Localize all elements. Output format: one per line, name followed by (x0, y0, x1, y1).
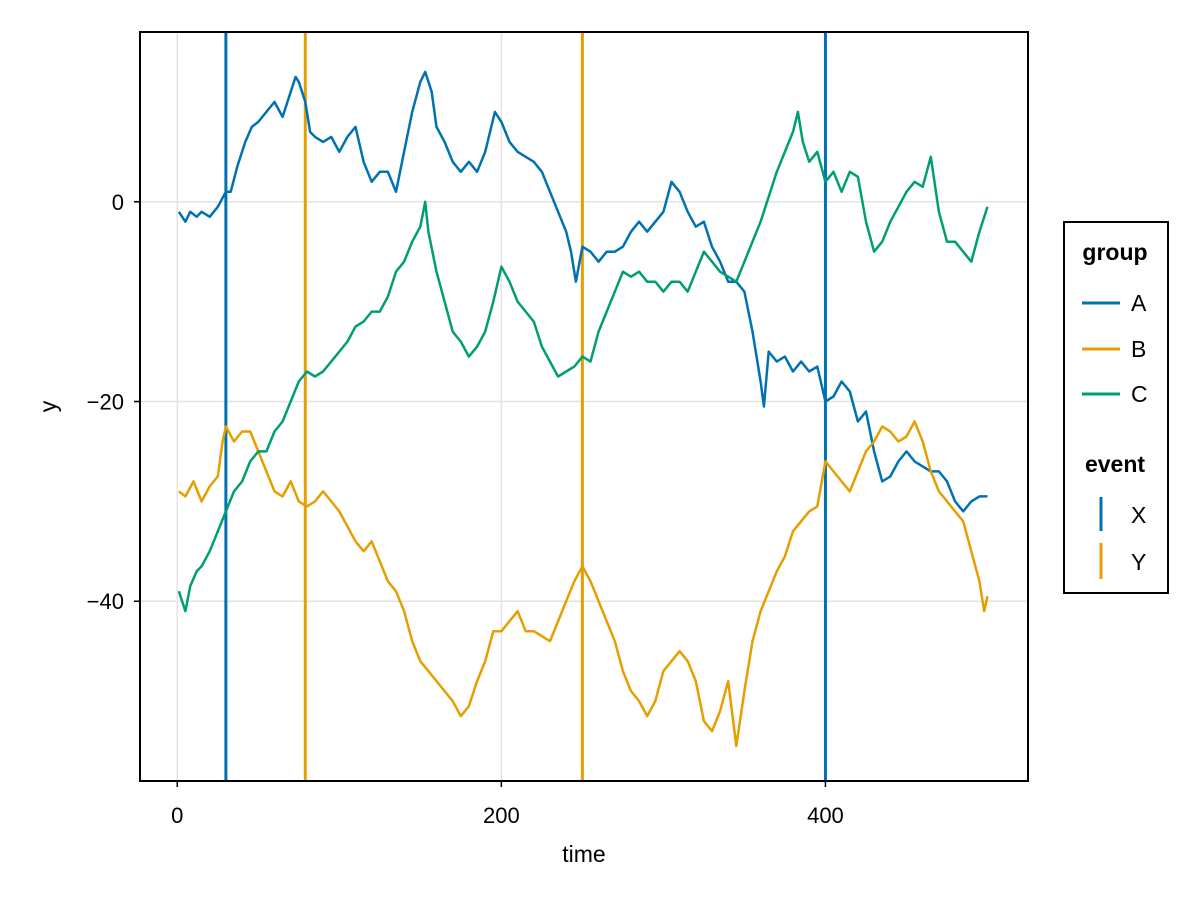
legend-group-title: group (1082, 239, 1147, 265)
legend-event-title: event (1085, 451, 1145, 477)
series-line-c (177, 110, 989, 613)
x-tick-label: 200 (483, 803, 520, 828)
legend-label-y: Y (1131, 549, 1146, 575)
y-tick-label: 0 (112, 190, 124, 215)
x-tick-label: 400 (807, 803, 844, 828)
legend-label-c: C (1131, 381, 1148, 407)
y-tick-label: −20 (87, 390, 124, 415)
axis-ticks: 0 200 400 0 −20 −40 (87, 190, 844, 828)
plot-frame (139, 31, 1029, 782)
y-axis-label: y (35, 400, 61, 412)
x-tick-label: 0 (171, 803, 183, 828)
legend-label-b: B (1131, 336, 1146, 362)
gridlines (140, 32, 1028, 781)
series-line-b (178, 420, 989, 748)
series-lines (177, 70, 989, 748)
y-tick-label: −40 (87, 589, 124, 614)
legend-box (1063, 221, 1169, 594)
x-axis-label: time (562, 841, 605, 867)
series-line-a (177, 70, 988, 513)
event-lines (224, 32, 827, 781)
legend: group A B C event X Y (1063, 221, 1169, 594)
legend-label-a: A (1131, 290, 1147, 316)
legend-label-x: X (1131, 502, 1146, 528)
